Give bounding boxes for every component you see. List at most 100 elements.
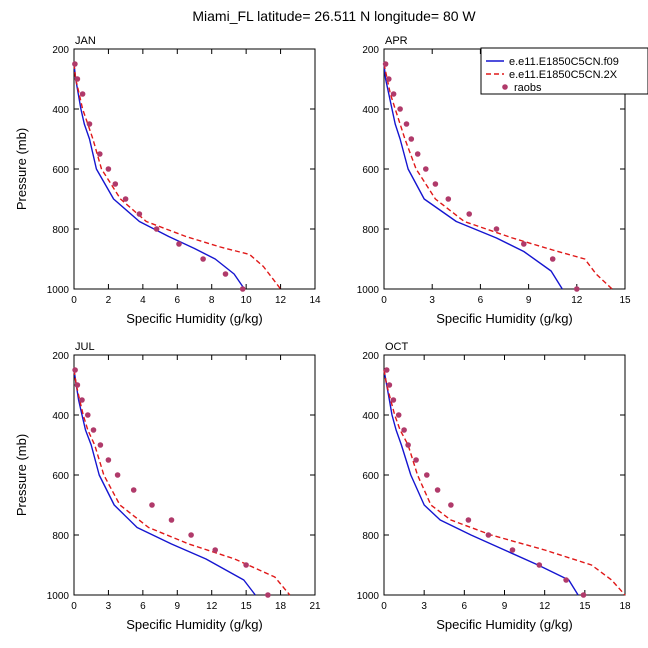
panel-jul: 0 3 6 9 12 15 18 21 200 400 600 800 1000 JUL Specific … (14, 341, 321, 632)
raobs-point-jan (86, 121, 93, 127)
legend-label-raobs: raobs (514, 82, 542, 94)
legend-box (480, 47, 648, 95)
series-line-model-2x-jul (73, 369, 291, 596)
x-tick-label-jul: 18 (275, 601, 287, 612)
raobs-point-apr (397, 106, 403, 112)
x-tick-label-apr: 6 (478, 295, 484, 306)
raobs-point-apr (549, 256, 556, 262)
panel-title-apr: APR (385, 35, 408, 47)
raobs-point-apr (423, 166, 429, 172)
panel-title-jul: JUL (75, 341, 95, 353)
x-tick-label-jan: 6 (175, 295, 181, 306)
raobs-point-jan (72, 61, 78, 67)
series-line-model-f09-oct (383, 369, 579, 596)
y-tick-label-oct: 600 (362, 471, 379, 482)
x-tick-label-oct: 0 (381, 601, 387, 612)
raobs-point-oct (401, 427, 407, 433)
x-tick-label-oct: 3 (421, 601, 427, 612)
raobs-point-oct (580, 592, 587, 598)
raobs-point-oct (383, 367, 390, 373)
panel-apr: 0 3 6 9 12 15 200 400 600 800 1000 APR Specific Humi… (357, 35, 631, 326)
raobs-point-oct (509, 547, 516, 553)
x-tick-label-jan: 4 (140, 295, 146, 306)
y-tick-label-apr: 600 (362, 165, 379, 176)
y-tick-label-apr: 200 (362, 45, 379, 56)
x-tick-label-jul: 0 (71, 601, 77, 612)
y-tick-label-jul: 800 (52, 531, 69, 542)
plot-frame-oct (383, 354, 626, 596)
raobs-point-apr (386, 76, 392, 82)
x-tick-label-jan: 2 (106, 295, 112, 306)
y-tick-label-jul: 1000 (47, 591, 70, 602)
x-tick-label-jan: 12 (275, 295, 287, 306)
raobs-point-jan (153, 226, 160, 232)
panel-jan: 0 2 4 6 8 10 12 14 200 400 600 800 1000 JAN Specific H… (14, 35, 321, 326)
raobs-point-oct (395, 412, 402, 418)
x-tick-label-jan: 10 (241, 295, 253, 306)
raobs-point-jan (79, 91, 86, 97)
raobs-point-apr (403, 121, 410, 127)
x-tick-label-jan: 0 (71, 295, 77, 306)
raobs-point-jan (176, 241, 182, 247)
x-tick-label-apr: 9 (526, 295, 532, 306)
legend-swatch-raobs (502, 84, 508, 90)
series-line-model-f09-apr (383, 63, 563, 290)
x-tick-label-apr: 3 (429, 295, 435, 306)
raobs-point-apr (521, 241, 527, 247)
raobs-point-jan (239, 286, 246, 292)
plot-frame-jul (73, 354, 316, 596)
y-tick-label-jan: 1000 (47, 285, 70, 296)
raobs-point-jul (74, 382, 81, 388)
raobs-point-apr (414, 151, 421, 157)
raobs-point-jul (72, 367, 78, 373)
y-tick-label-oct: 800 (362, 531, 379, 542)
legend-label-model-f09: e.e11.E1850C5CN.f09 (509, 56, 619, 68)
raobs-point-jul (105, 457, 112, 463)
y-tick-label-jan: 200 (52, 45, 69, 56)
y-tick-label-jul: 600 (52, 471, 69, 482)
panel-title-jan: JAN (75, 35, 96, 47)
x-tick-label-jul: 9 (175, 601, 181, 612)
x-tick-label-jan: 14 (309, 295, 321, 306)
x-tick-label-apr: 0 (381, 295, 387, 306)
y-tick-label-jul: 400 (52, 411, 69, 422)
x-tick-label-oct: 9 (502, 601, 508, 612)
raobs-point-apr (445, 196, 452, 202)
raobs-point-jan (136, 211, 143, 217)
raobs-point-oct (405, 442, 411, 448)
raobs-point-oct (434, 487, 441, 493)
x-tick-label-jan: 8 (209, 295, 215, 306)
y-tick-label-oct: 1000 (357, 591, 380, 602)
x-axis-label-jul: Specific Humidity (g/kg) (126, 617, 263, 632)
raobs-point-apr (390, 91, 397, 97)
series-line-model-f09-jan (73, 63, 245, 290)
raobs-point-apr (432, 181, 439, 187)
legend-label-model-2x: e.e11.E1850C5CN.2X (509, 69, 618, 81)
raobs-point-oct (465, 517, 472, 523)
series-line-model-f09-jul (73, 369, 256, 596)
y-tick-label-oct: 400 (362, 411, 379, 422)
raobs-point-jan (222, 271, 229, 277)
x-axis-label-jan: Specific Humidity (g/kg) (126, 311, 263, 326)
series-line-model-2x-apr (383, 63, 613, 290)
raobs-point-apr (382, 61, 389, 67)
raobs-point-jul (97, 442, 104, 448)
raobs-point-oct (390, 397, 397, 403)
x-tick-label-jul: 6 (140, 601, 146, 612)
y-tick-label-jan: 600 (52, 165, 69, 176)
x-axis-label-oct: Specific Humidity (g/kg) (436, 617, 573, 632)
raobs-point-oct (424, 472, 430, 478)
x-tick-label-jul: 12 (206, 601, 218, 612)
raobs-point-jul (114, 472, 121, 478)
raobs-point-jul (79, 397, 85, 403)
raobs-point-jul (149, 502, 155, 508)
raobs-point-jul (130, 487, 137, 493)
x-tick-label-apr: 12 (571, 295, 583, 306)
raobs-point-oct (386, 382, 393, 388)
y-tick-label-oct: 200 (362, 351, 379, 362)
raobs-point-jan (112, 181, 119, 187)
series-line-model-2x-oct (383, 369, 626, 596)
panel-oct: 0 3 6 9 12 15 18 200 400 600 800 1000 OCT Specific Hu… (357, 341, 631, 632)
raobs-point-oct (485, 532, 492, 538)
